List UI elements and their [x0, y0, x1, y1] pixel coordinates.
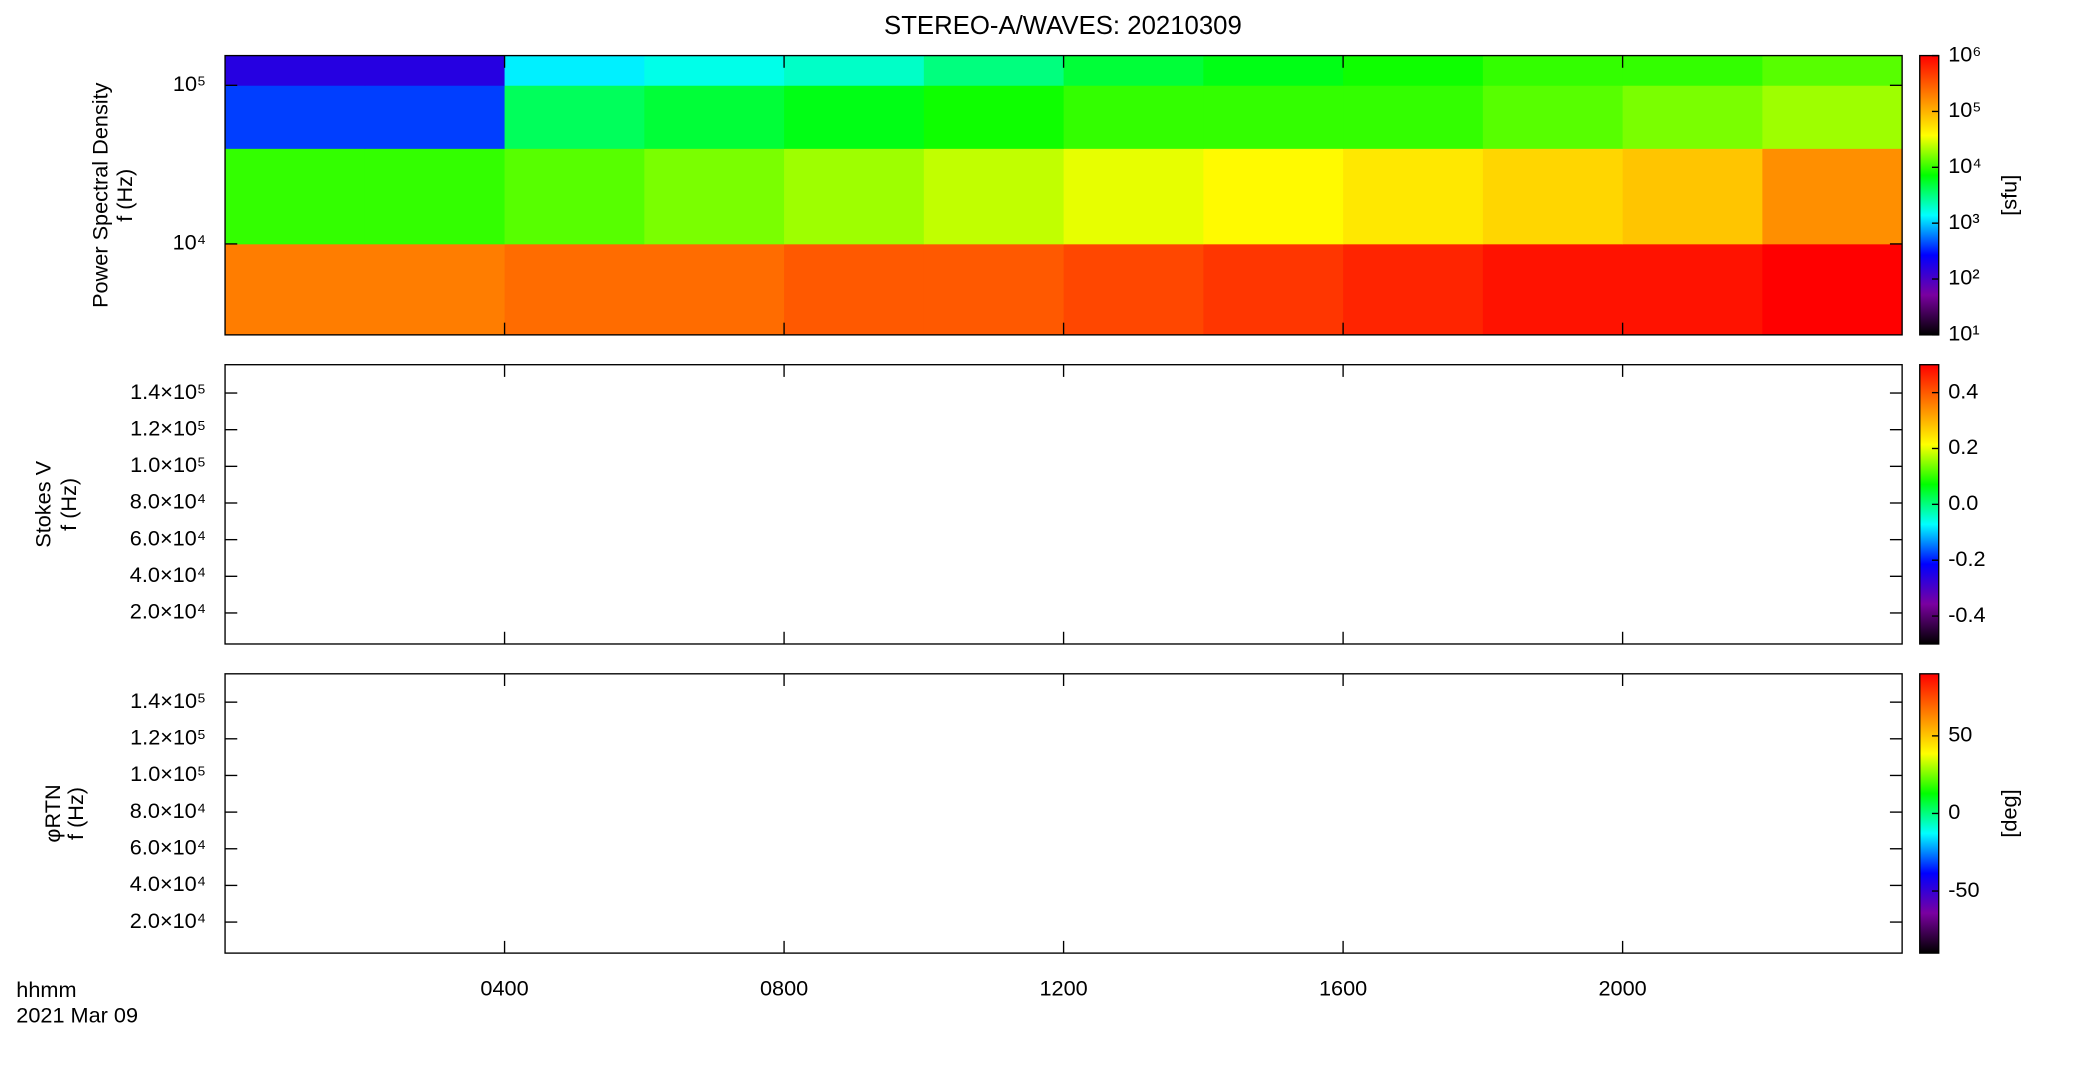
heatmap-cell	[504, 243, 645, 336]
heatmap-cell	[644, 55, 785, 86]
y-axis-label: Power Spectral Density	[87, 82, 112, 308]
colorbar-tick-label: -50	[1948, 877, 1979, 902]
heatmap-cell	[225, 55, 366, 86]
heatmap-cell	[1063, 148, 1204, 245]
colorbar-tick-label: 0.0	[1948, 490, 1978, 515]
heatmap-cell	[364, 243, 505, 336]
heatmap-cell	[1203, 55, 1344, 86]
heatmap-cell	[364, 85, 505, 149]
heatmap-cell	[644, 243, 785, 336]
y-tick-label: 1.0×10⁵	[130, 452, 206, 477]
colorbar-tick-label: 10³	[1948, 209, 1979, 234]
heatmap-cell	[923, 85, 1064, 149]
y-tick-label: 4.0×10⁴	[130, 562, 206, 587]
y-tick-label: 1.2×10⁵	[130, 725, 206, 750]
heatmap-cell	[644, 85, 785, 149]
heatmap-cell	[1762, 148, 1903, 245]
heatmap-cell	[504, 55, 645, 86]
y-tick-label: 1.0×10⁵	[130, 761, 206, 786]
heatmap-cell	[1203, 85, 1344, 149]
heatmap-cell	[1622, 243, 1763, 336]
heatmap-cell	[784, 243, 925, 336]
heatmap-cell	[1762, 55, 1903, 86]
y-tick-label: 6.0×10⁴	[130, 525, 206, 550]
chart-title: STEREO-A/WAVES: 20210309	[884, 12, 1242, 40]
y-tick-label: 4.0×10⁴	[130, 871, 206, 896]
heatmap-cell	[1343, 243, 1484, 336]
heatmap-cell	[923, 55, 1064, 86]
plot-frame	[224, 673, 1903, 954]
y-tick-label: 6.0×10⁴	[130, 834, 206, 859]
heatmap-cell	[784, 148, 925, 245]
colorbar-tick-label: 10⁴	[1948, 153, 1981, 178]
colorbar	[1919, 54, 1940, 336]
heatmap-cell	[1063, 243, 1204, 336]
x-tick-label: 1200	[1039, 975, 1087, 1000]
heatmap-cell	[225, 243, 366, 336]
x-tick-label: 0400	[480, 975, 528, 1000]
heatmap-cell	[923, 148, 1064, 245]
heatmap-cell	[1622, 148, 1763, 245]
heatmap-cell	[784, 85, 925, 149]
heatmap-cell	[504, 85, 645, 149]
colorbar-label: [sfu]	[1996, 175, 2021, 216]
heatmap-cell	[364, 55, 505, 86]
colorbar-tick-label: -0.4	[1948, 602, 1985, 627]
x-tick-label: 0800	[760, 975, 808, 1000]
colorbar-tick-label: 0.4	[1948, 378, 1978, 403]
y-tick-label: 1.4×10⁵	[130, 688, 206, 713]
heatmap-cell	[923, 243, 1064, 336]
heatmap-cell	[644, 148, 785, 245]
colorbar-tick-label: 0.2	[1948, 434, 1978, 459]
y-axis-label: f (Hz)	[56, 478, 81, 531]
colorbar-label: [deg]	[1996, 789, 2021, 837]
heatmap-cell	[1063, 55, 1204, 86]
y-tick-label: 10⁴	[173, 230, 206, 255]
heatmap-cell	[1762, 243, 1903, 336]
heatmap-cell	[364, 148, 505, 245]
y-tick-label: 8.0×10⁴	[130, 798, 206, 823]
x-tick-label: 1600	[1319, 975, 1367, 1000]
colorbar-tick-label: 10⁵	[1948, 97, 1981, 122]
plot-frame	[224, 364, 1903, 645]
y-axis-label: f (Hz)	[63, 787, 88, 840]
colorbar-tick-label: 0	[1948, 799, 1960, 824]
heatmap-cell	[1762, 85, 1903, 149]
heatmap-cell	[1482, 243, 1624, 336]
heatmap-cell	[1063, 85, 1204, 149]
colorbar-tick-label: -0.2	[1948, 546, 1985, 571]
heatmap-cell	[1343, 148, 1484, 245]
colorbar-tick-label: 10¹	[1948, 321, 1979, 346]
heatmap-cell	[1203, 243, 1344, 336]
y-tick-label: 8.0×10⁴	[130, 489, 206, 514]
y-axis-label: Stokes V	[30, 460, 55, 547]
y-tick-label: 2.0×10⁴	[130, 908, 206, 933]
heatmap-cell	[1482, 55, 1624, 86]
heatmap-cell	[504, 148, 645, 245]
y-axis-label: f (Hz)	[112, 169, 137, 222]
heatmap-cell	[1203, 148, 1344, 245]
date-label: 2021 Mar 09	[16, 1003, 138, 1028]
heatmap-cell	[1482, 85, 1624, 149]
heatmap-cell	[1343, 85, 1484, 149]
heatmap-cell	[225, 85, 366, 149]
y-tick-label: 2.0×10⁴	[130, 599, 206, 624]
heatmap-cell	[225, 148, 366, 245]
y-axis-label: φRTN	[40, 784, 65, 842]
heatmap-cell	[1622, 85, 1763, 149]
heatmap-cell	[1482, 148, 1624, 245]
time-label: hhmm	[16, 977, 76, 1002]
colorbar-tick-label: 10⁶	[1948, 41, 1981, 66]
heatmap-cell	[784, 55, 925, 86]
y-tick-label: 1.2×10⁵	[130, 415, 206, 440]
colorbar-tick-label: 50	[1948, 722, 1972, 747]
heatmap-cell	[1622, 55, 1763, 86]
y-tick-label: 10⁵	[173, 71, 206, 96]
x-tick-label: 2000	[1598, 975, 1646, 1000]
colorbar-tick-label: 10²	[1948, 265, 1979, 290]
heatmap-cell	[1343, 55, 1484, 86]
y-tick-label: 1.4×10⁵	[130, 379, 206, 404]
